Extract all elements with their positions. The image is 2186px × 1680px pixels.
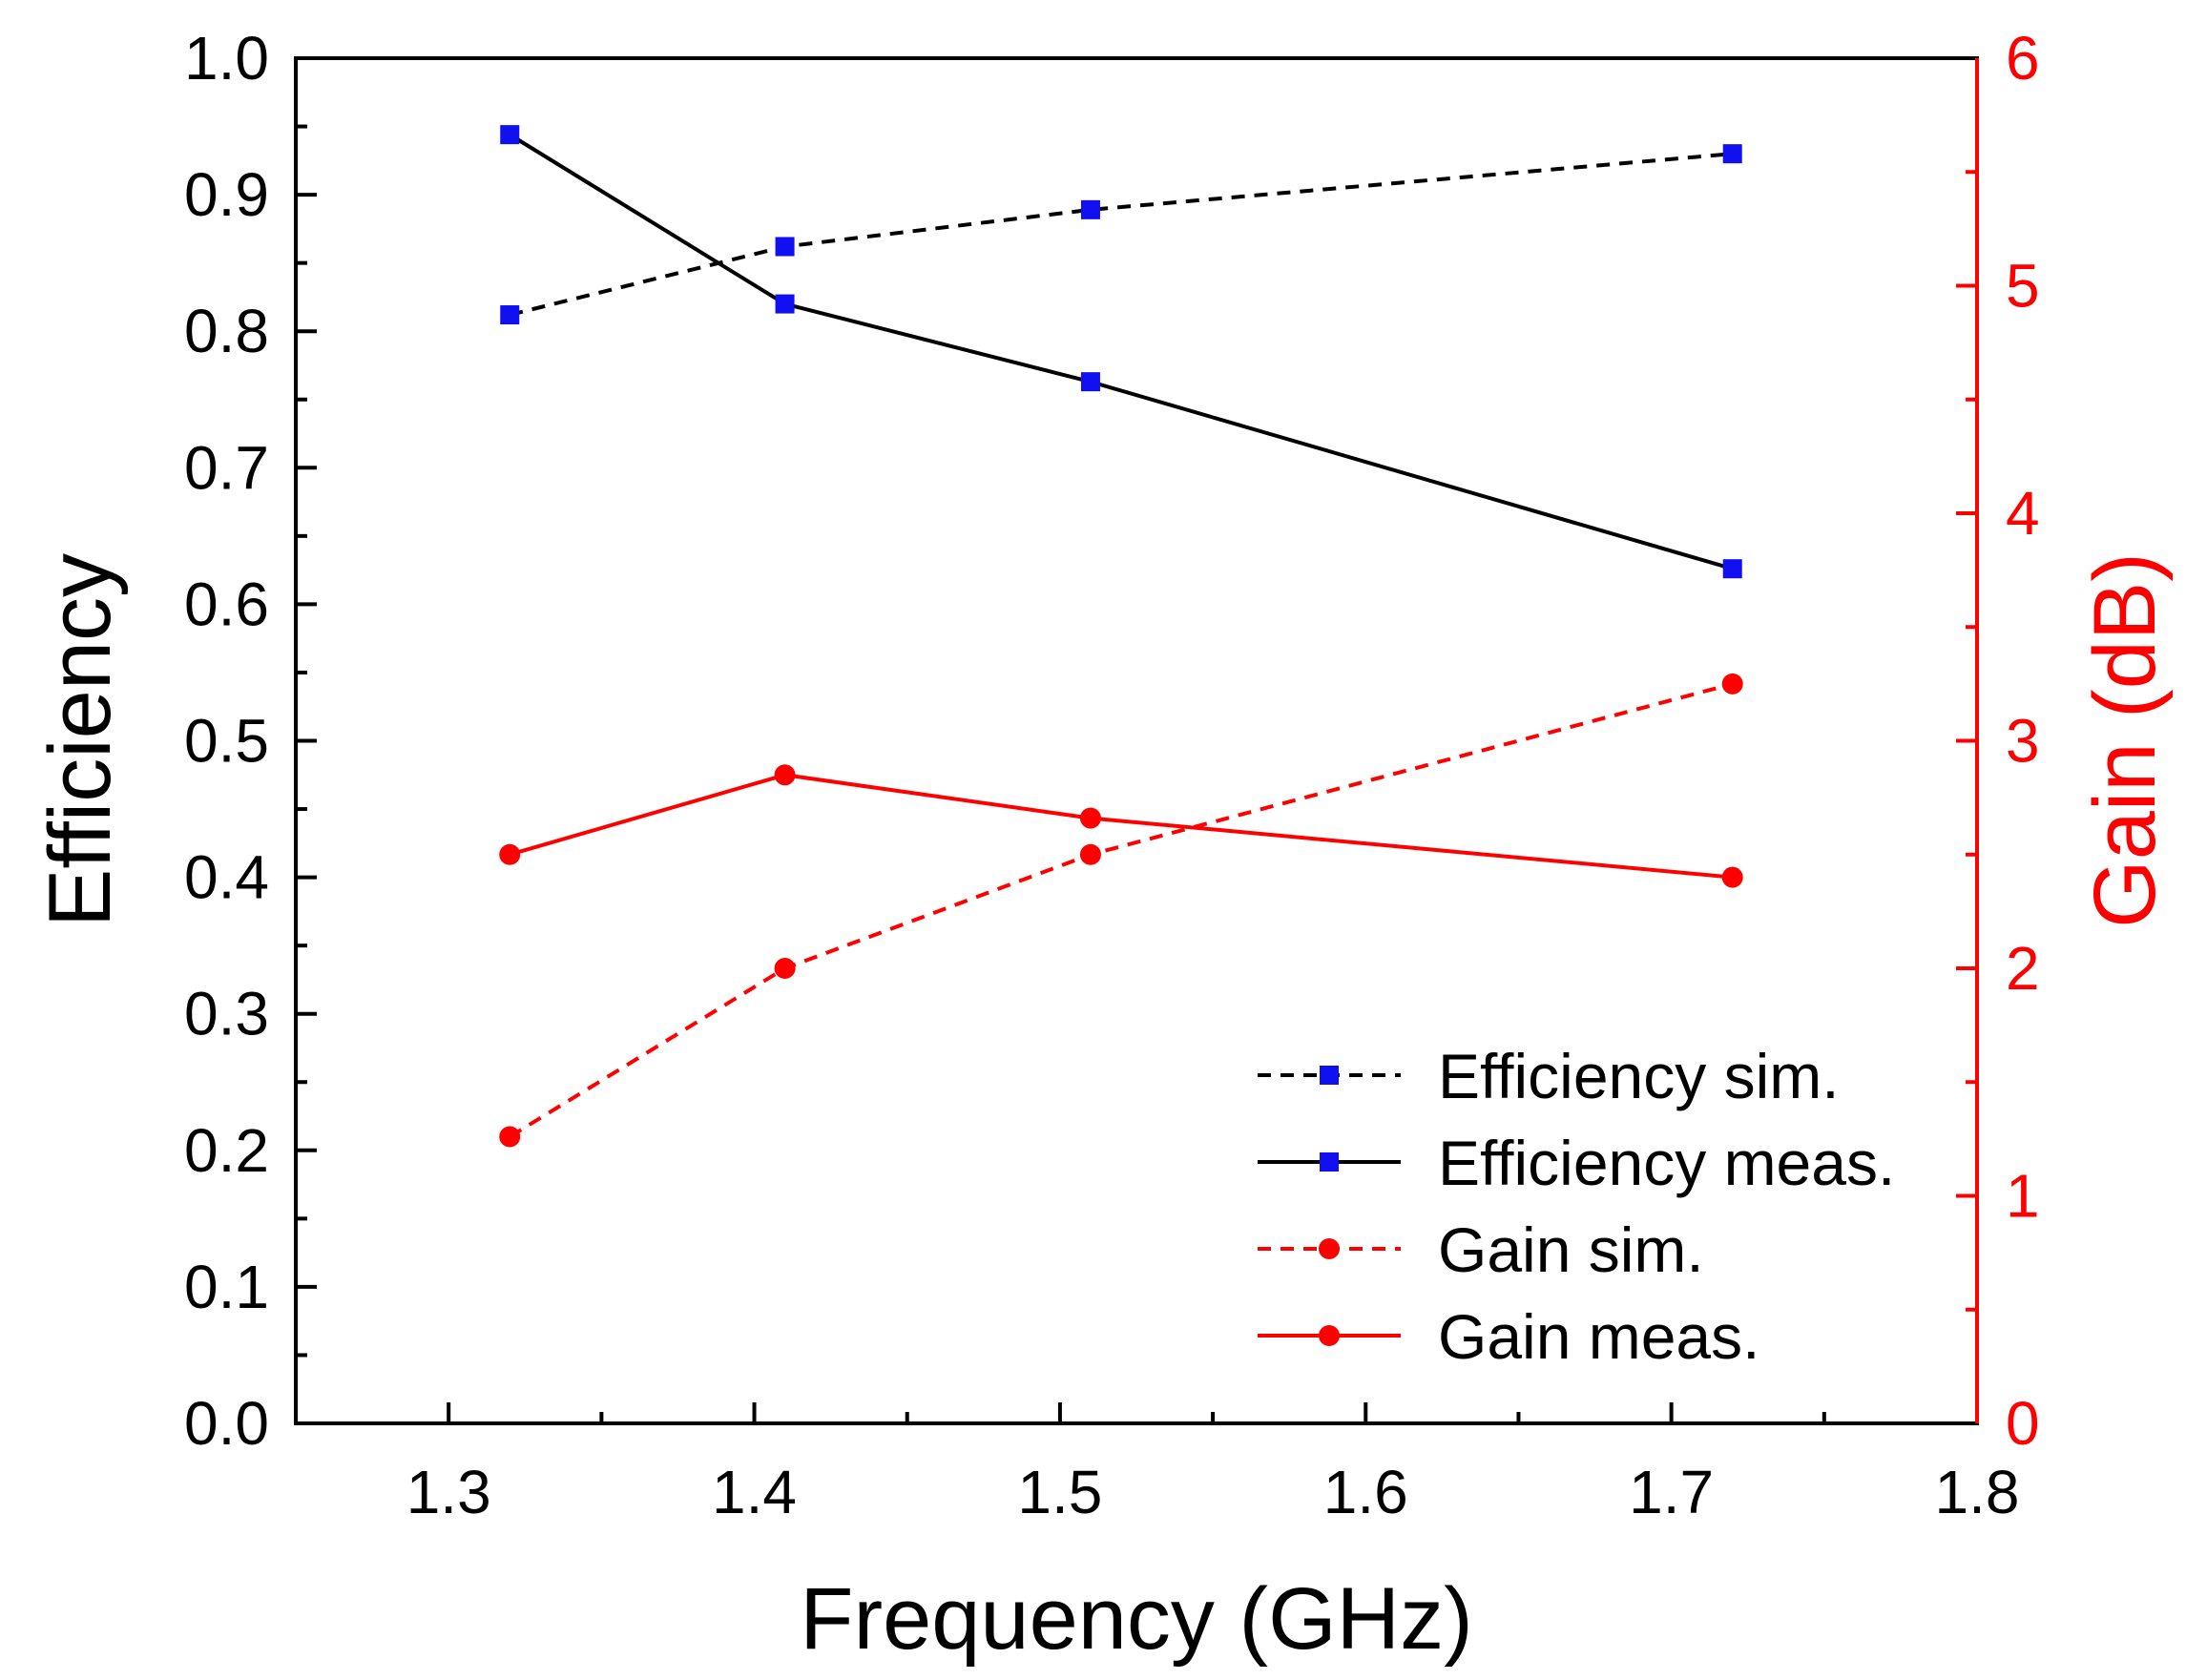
y2-tick-label: 6 — [2006, 24, 2040, 93]
y-tick-label: 0.2 — [184, 1116, 269, 1185]
gain-meas-marker — [499, 843, 521, 865]
efficiency-sim-marker — [500, 305, 520, 325]
x-tick-label: 1.7 — [1629, 1458, 1714, 1526]
y-axis-label: Efficiency — [31, 553, 129, 927]
x-tick-label: 1.6 — [1323, 1458, 1408, 1526]
gain-meas-marker — [1079, 807, 1101, 829]
legend-item-efficiency-meas: Efficiency meas. — [1258, 1128, 1895, 1198]
gain-sim-marker — [1079, 843, 1101, 865]
legend: Efficiency sim. Efficiency meas. Gain sim.… — [1258, 1041, 1895, 1372]
legend-swatch-marker — [1320, 1152, 1339, 1172]
y2-tick-label: 1 — [2006, 1162, 2040, 1231]
gain-meas-line — [509, 773, 1733, 880]
x-tick-label: 1.5 — [1017, 1458, 1102, 1526]
efficiency-meas-marker — [1722, 559, 1742, 579]
y2-tick-label: 0 — [2006, 1389, 2040, 1458]
y-tick-label: 1.0 — [184, 24, 269, 93]
efficiency-meas-marker — [1080, 372, 1100, 392]
gain-sim-marker — [1721, 673, 1743, 695]
legend-swatch-marker — [1319, 1325, 1340, 1346]
legend-item-efficiency-sim: Efficiency sim. — [1258, 1041, 1840, 1111]
gain-meas-marker — [1721, 866, 1743, 888]
legend-label: Gain sim. — [1438, 1214, 1704, 1285]
efficiency-meas-marker — [500, 125, 520, 145]
y-tick-label: 0.5 — [184, 707, 269, 776]
gain-sim-line — [509, 681, 1734, 1139]
x-tick-label: 1.8 — [1935, 1458, 2020, 1526]
legend-item-gain-meas: Gain meas. — [1258, 1301, 1759, 1372]
efficiency-sim-marker — [775, 237, 795, 257]
y-tick-label: 0.3 — [184, 980, 269, 1048]
gain-sim-marker — [774, 958, 796, 979]
y2-tick-label: 2 — [2006, 934, 2040, 1003]
x-tick-label: 1.3 — [406, 1458, 491, 1526]
legend-swatch-marker — [1320, 1066, 1339, 1085]
y2-tick-label: 5 — [2006, 252, 2040, 321]
y-tick-label: 0.1 — [184, 1253, 269, 1321]
efficiency-sim-line — [509, 152, 1733, 317]
efficiency-meas-marker — [775, 294, 795, 314]
y-tick-label: 0.7 — [184, 433, 269, 502]
series-gain-sim — [499, 673, 1743, 1148]
series-layer — [499, 125, 1743, 1148]
series-gain-meas — [499, 764, 1743, 888]
legend-label: Efficiency sim. — [1438, 1041, 1840, 1111]
efficiency-sim-marker — [1080, 199, 1100, 219]
y-tick-label: 0.0 — [184, 1389, 269, 1458]
efficiency-sim-marker — [1722, 144, 1742, 164]
x-tick-label: 1.4 — [712, 1458, 797, 1526]
y2-tick-label: 3 — [2006, 707, 2040, 776]
legend-label: Gain meas. — [1438, 1301, 1759, 1372]
ticks-layer: 1.3 1.4 1.5 1.6 1.7 1.8 0.0 0.1 0.2 0.3 0.4 0.5 0.6 0… — [184, 24, 2040, 1526]
series-efficiency-meas — [500, 125, 1742, 579]
efficiency-meas-line — [509, 133, 1734, 571]
legend-item-gain-sim: Gain sim. — [1258, 1214, 1704, 1285]
legend-label: Efficiency meas. — [1438, 1128, 1895, 1198]
y2-axis-label: Gain (dB) — [2076, 552, 2174, 928]
legend-swatch-marker — [1319, 1238, 1340, 1259]
series-efficiency-sim — [500, 144, 1742, 325]
y-tick-label: 0.9 — [184, 160, 269, 229]
y-tick-label: 0.8 — [184, 297, 269, 365]
gain-sim-marker — [499, 1126, 521, 1148]
gain-meas-marker — [774, 764, 796, 786]
y-tick-label: 0.6 — [184, 570, 269, 638]
y-tick-label: 0.4 — [184, 843, 269, 912]
y2-tick-label: 4 — [2006, 479, 2040, 548]
x-axis-label: Frequency (GHz) — [800, 1570, 1473, 1668]
